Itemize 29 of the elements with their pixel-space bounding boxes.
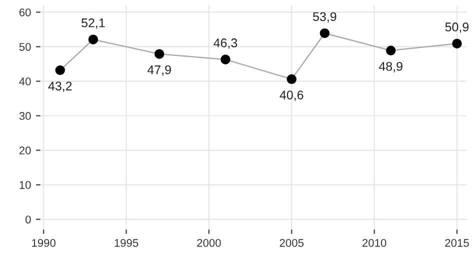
point: [452, 38, 462, 48]
data-label: 48,9: [378, 62, 402, 72]
data-label: 46,3: [214, 38, 238, 49]
data-label: 50,9: [445, 22, 469, 33]
x-tick-label: 1990: [32, 239, 56, 247]
point: [386, 46, 396, 56]
y-tick-label: 50: [19, 42, 31, 51]
y-tick-label: 0: [26, 216, 31, 224]
x-tick-label: 2005: [280, 239, 304, 247]
y-tick-label: 40: [19, 78, 31, 86]
data-label: 47,9: [147, 65, 171, 76]
point: [55, 65, 65, 76]
point: [320, 28, 330, 38]
x-tick-label: 1995: [114, 239, 138, 247]
x-tick-label: 2010: [362, 239, 386, 247]
point: [88, 34, 98, 44]
x-tick-label: 2000: [197, 239, 221, 247]
y-tick-label: 30: [19, 112, 31, 120]
y-tick-label: 20: [19, 146, 31, 154]
data-label: 53,9: [313, 12, 336, 23]
data-label: 43,2: [48, 82, 72, 92]
data-label: 40,6: [280, 90, 304, 101]
point: [286, 74, 296, 84]
data-label: 52,1: [82, 18, 105, 29]
y-tick-label: 60: [19, 8, 31, 16]
y-tick-label: 10: [20, 181, 31, 189]
point: [154, 49, 164, 59]
x-tick-label: 2015: [445, 239, 469, 247]
point: [220, 54, 230, 64]
